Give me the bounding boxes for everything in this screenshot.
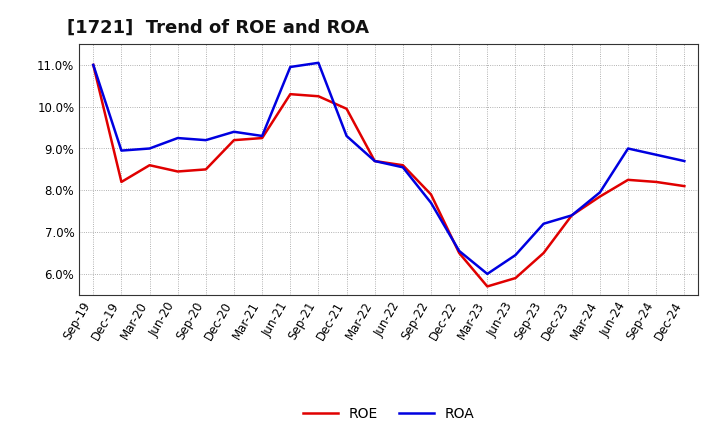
ROE	[117, 180, 126, 185]
ROE	[595, 194, 604, 199]
ROA	[258, 133, 266, 139]
ROE	[624, 177, 632, 183]
ROA	[370, 158, 379, 164]
ROE	[230, 137, 238, 143]
ROA	[567, 213, 576, 218]
Line: ROA: ROA	[94, 63, 684, 274]
Text: [1721]  Trend of ROE and ROA: [1721] Trend of ROE and ROA	[67, 19, 369, 37]
ROE	[202, 167, 210, 172]
ROA	[455, 248, 464, 253]
ROE	[145, 163, 154, 168]
ROA	[539, 221, 548, 226]
ROE	[314, 94, 323, 99]
ROA	[427, 200, 436, 205]
ROE	[539, 250, 548, 256]
ROA	[117, 148, 126, 153]
ROA	[286, 64, 294, 70]
ROA	[89, 62, 98, 67]
ROE	[174, 169, 182, 174]
Legend: ROE, ROA: ROE, ROA	[303, 407, 474, 421]
Line: ROE: ROE	[94, 65, 684, 286]
ROE	[427, 192, 436, 197]
ROA	[624, 146, 632, 151]
ROE	[89, 62, 98, 67]
ROE	[286, 92, 294, 97]
ROA	[595, 190, 604, 195]
ROE	[483, 284, 492, 289]
ROE	[342, 106, 351, 111]
ROA	[511, 253, 520, 258]
ROE	[680, 183, 688, 189]
ROA	[483, 271, 492, 277]
ROA	[145, 146, 154, 151]
ROE	[455, 250, 464, 256]
ROA	[174, 136, 182, 141]
ROE	[567, 213, 576, 218]
ROA	[314, 60, 323, 66]
ROA	[652, 152, 660, 158]
ROA	[342, 133, 351, 139]
ROA	[680, 158, 688, 164]
ROE	[652, 180, 660, 185]
ROE	[370, 158, 379, 164]
ROE	[511, 275, 520, 281]
ROA	[202, 137, 210, 143]
ROA	[399, 165, 408, 170]
ROE	[258, 136, 266, 141]
ROE	[399, 163, 408, 168]
ROA	[230, 129, 238, 135]
